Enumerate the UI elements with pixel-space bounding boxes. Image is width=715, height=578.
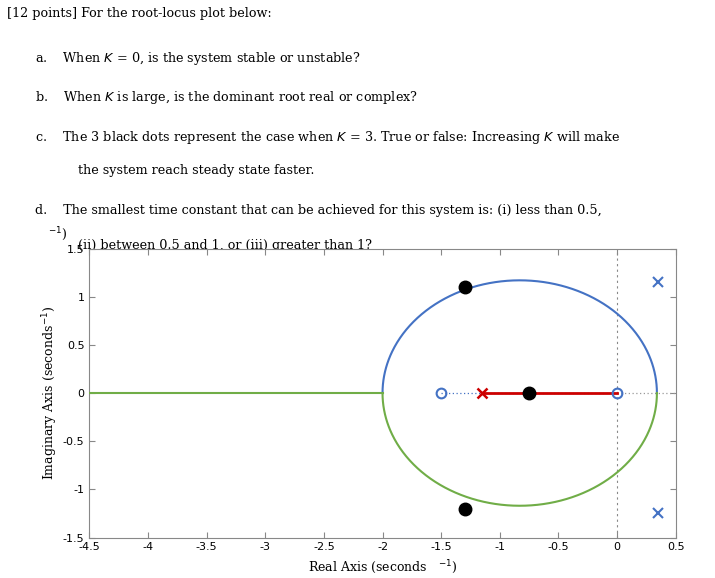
Text: $^{-1}$): $^{-1}$) bbox=[49, 225, 68, 243]
Text: c.    The 3 black dots represent the case when $K$ = 3. True or false: Increasin: c. The 3 black dots represent the case w… bbox=[36, 129, 621, 146]
Text: b.    When $K$ is large, is the dominant root real or complex?: b. When $K$ is large, is the dominant ro… bbox=[36, 90, 418, 106]
Y-axis label: Imaginary Axis (seconds$^{-1}$): Imaginary Axis (seconds$^{-1}$) bbox=[41, 306, 60, 480]
Text: (ii) between 0.5 and 1, or (iii) greater than 1?: (ii) between 0.5 and 1, or (iii) greater… bbox=[78, 239, 372, 251]
Text: d.    The smallest time constant that can be achieved for this system is: (i) le: d. The smallest time constant that can b… bbox=[36, 204, 602, 217]
Text: a.    When $K$ = 0, is the system stable or unstable?: a. When $K$ = 0, is the system stable or… bbox=[36, 50, 361, 66]
Text: the system reach steady state faster.: the system reach steady state faster. bbox=[78, 164, 315, 177]
X-axis label: Real Axis (seconds   $^{-1}$): Real Axis (seconds $^{-1}$) bbox=[307, 558, 458, 576]
Text: [12 points] For the root-locus plot below:: [12 points] For the root-locus plot belo… bbox=[7, 8, 272, 20]
